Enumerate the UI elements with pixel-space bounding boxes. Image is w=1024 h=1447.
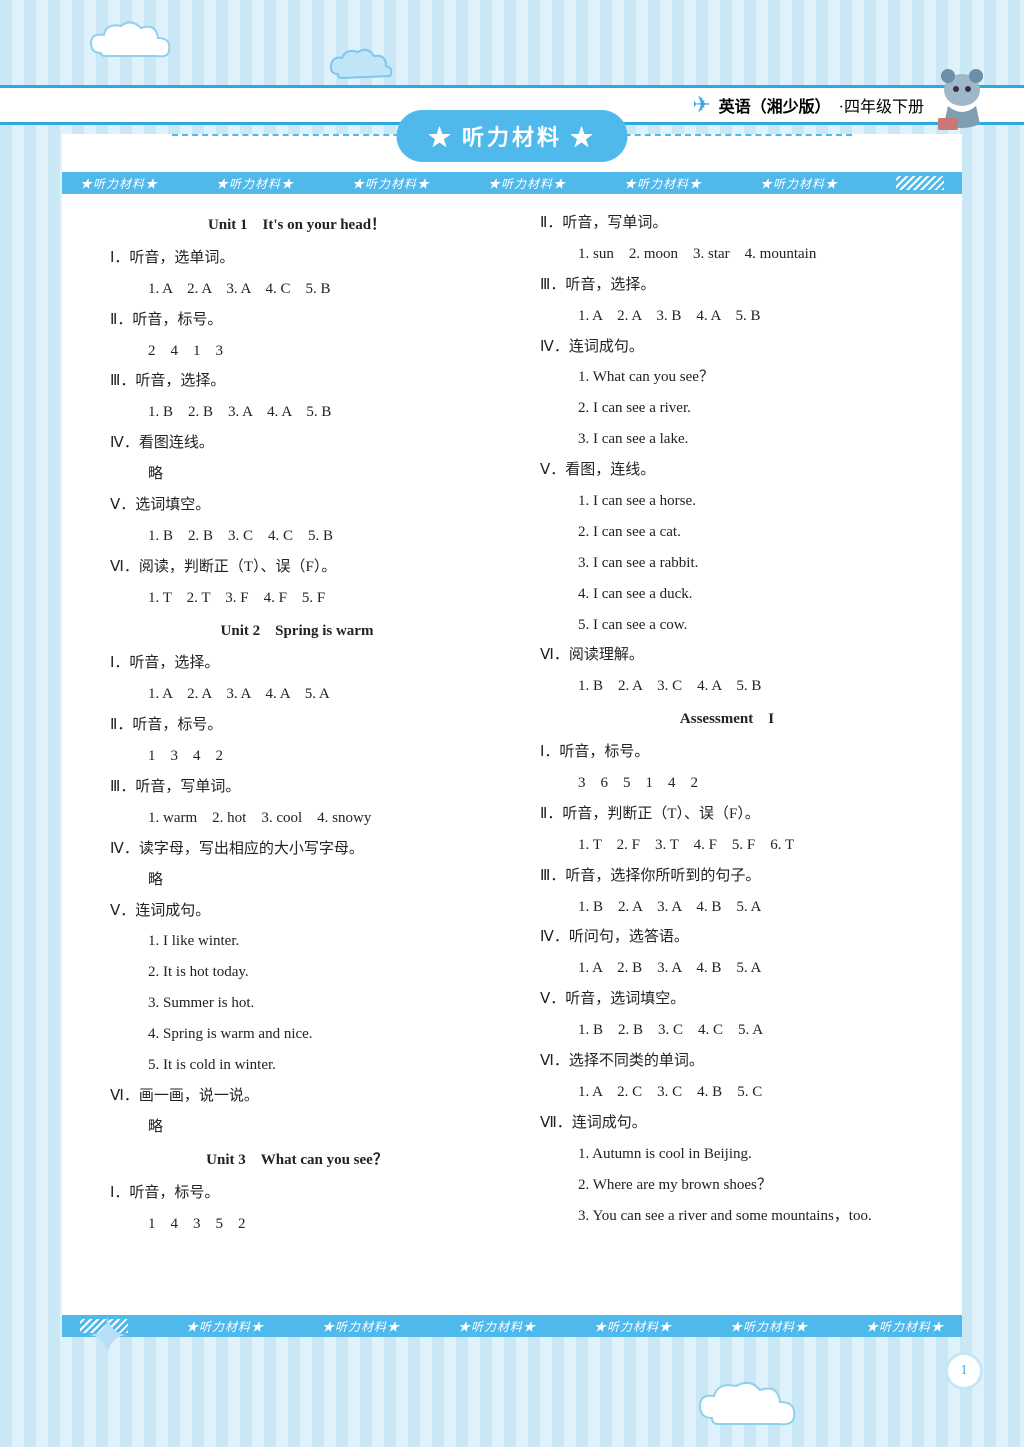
answers: 1. warm 2. hot 3. cool 4. snowy [102,803,492,834]
cloud-decoration [326,44,398,93]
section-label: Ⅲ．听音，选择。 [102,366,492,397]
sentence: 1. What can you see？ [532,362,922,393]
cloud-decoration [694,1378,804,1439]
sentence: 3. Summer is hot. [102,988,492,1019]
sentence: 2. I can see a river. [532,393,922,424]
mascot-icon [930,62,994,137]
section-label: Ⅳ．看图连线。 [102,428,492,459]
section-label: Ⅵ．画一画，说一说。 [102,1081,492,1112]
sentence: 3. I can see a rabbit. [532,548,922,579]
footer-bar: ★听力材料★ ★听力材料★ ★听力材料★ ★听力材料★ ★听力材料★ ★听力材料… [62,1315,962,1337]
section-label: Ⅰ．听音，选单词。 [102,243,492,274]
hatch-decoration [896,176,944,190]
section-label: Ⅴ．听音，选词填空。 [532,984,922,1015]
page-content: ★ 听力材料 ★ ★听力材料★ ★听力材料★ ★听力材料★ ★听力材料★ ★听力… [62,134,962,1337]
section-label: Ⅴ．连词成句。 [102,896,492,927]
section-label: Ⅰ．听音，标号。 [532,737,922,768]
section-label: Ⅴ．选词填空。 [102,490,492,521]
answers: 1. sun 2. moon 3. star 4. mountain [532,239,922,270]
answers: 3 6 5 1 4 2 [532,768,922,799]
sentence: 5. It is cold in winter. [102,1050,492,1081]
answers: 1. B 2. B 3. C 4. C 5. A [532,1015,922,1046]
cloud-decoration [86,18,176,73]
sentence: 2. I can see a cat. [532,517,922,548]
sentence: 4. I can see a duck. [532,579,922,610]
answers: 1. T 2. F 3. T 4. F 5. F 6. T [532,830,922,861]
bar-label: ★听力材料★ [80,175,158,192]
answers: 略 [102,865,492,896]
answers: 1. B 2. A 3. C 4. A 5. B [532,671,922,702]
bar-label: ★听力材料★ [624,175,702,192]
answers: 1. A 2. A 3. B 4. A 5. B [532,301,922,332]
section-label: Ⅳ．读字母，写出相应的大小写字母。 [102,834,492,865]
answers: 2 4 1 3 [102,336,492,367]
answers: 1. B 2. A 3. A 4. B 5. A [532,892,922,923]
section-label: Ⅰ．听音，选择。 [102,648,492,679]
answers: 1. B 2. B 3. C 4. C 5. B [102,521,492,552]
sentence: 3. You can see a river and some mountain… [532,1201,922,1232]
bar-label: ★听力材料★ [216,175,294,192]
section-label: Ⅵ．阅读理解。 [532,640,922,671]
header-bar: ★听力材料★ ★听力材料★ ★听力材料★ ★听力材料★ ★听力材料★ ★听力材料… [62,172,962,194]
bar-label: ★听力材料★ [458,1318,536,1335]
section-label: Ⅲ．听音，选择。 [532,270,922,301]
unit-heading: Unit 1 It's on your head！ [102,210,492,241]
section-label: Ⅵ．阅读，判断正（T）、误（F）。 [102,552,492,583]
book-subtitle: ·四年级下册 [839,93,924,117]
section-label: Ⅱ．听音，判断正（T）、误（F）。 [532,799,922,830]
paper-plane-icon: ✈ [692,92,710,118]
answers: 1. A 2. C 3. C 4. B 5. C [532,1077,922,1108]
section-label: Ⅲ．听音，写单词。 [102,772,492,803]
section-label: Ⅳ．连词成句。 [532,332,922,363]
sentence: 5. I can see a cow. [532,610,922,641]
bar-label: ★听力材料★ [594,1318,672,1335]
book-title: 英语（湘少版） [719,93,831,117]
bar-label: ★听力材料★ [866,1318,944,1335]
right-column: Ⅱ．听音，写单词。 1. sun 2. moon 3. star 4. moun… [532,208,922,1315]
bar-label: ★听力材料★ [488,175,566,192]
section-label: Ⅶ．连词成句。 [532,1108,922,1139]
section-label: Ⅲ．听音，选择你所听到的句子。 [532,861,922,892]
bar-label: ★听力材料★ [760,175,838,192]
answers: 1 3 4 2 [102,741,492,772]
section-label: Ⅳ．听问句，选答语。 [532,922,922,953]
section-label: Ⅱ．听音，标号。 [102,305,492,336]
answers: 略 [102,1112,492,1143]
sentence: 3. I can see a lake. [532,424,922,455]
section-title-badge: ★ 听力材料 ★ [396,110,627,162]
section-label: Ⅱ．听音，写单词。 [532,208,922,239]
answers: 1. A 2. A 3. A 4. A 5. A [102,679,492,710]
sentence: 1. Autumn is cool in Beijing. [532,1139,922,1170]
header-right: ✈ 英语（湘少版） ·四年级下册 [692,92,924,118]
page-number: 1 [948,1355,980,1387]
section-label: Ⅵ．选择不同类的单词。 [532,1046,922,1077]
unit-heading: Unit 2 Spring is warm [102,616,492,647]
sentence: 1. I like winter. [102,926,492,957]
unit-heading: Assessment I [532,704,922,735]
bar-label: ★听力材料★ [186,1318,264,1335]
section-label: Ⅰ．听音，标号。 [102,1178,492,1209]
sentence: 1. I can see a horse. [532,486,922,517]
unit-heading: Unit 3 What can you see？ [102,1145,492,1176]
section-label: Ⅴ．看图，连线。 [532,455,922,486]
answers: 1. T 2. T 3. F 4. F 5. F [102,583,492,614]
answers: 略 [102,459,492,490]
sentence: 2. Where are my brown shoes？ [532,1170,922,1201]
left-column: Unit 1 It's on your head！ Ⅰ．听音，选单词。 1. A… [102,208,492,1315]
answers: 1. A 2. A 3. A 4. C 5. B [102,274,492,305]
sentence: 2. It is hot today. [102,957,492,988]
sentence: 4. Spring is warm and nice. [102,1019,492,1050]
bar-label: ★听力材料★ [730,1318,808,1335]
section-label: Ⅱ．听音，标号。 [102,710,492,741]
star-decoration: ✦ [86,1307,130,1367]
bar-label: ★听力材料★ [352,175,430,192]
answers: 1. B 2. B 3. A 4. A 5. B [102,397,492,428]
answers: 1. A 2. B 3. A 4. B 5. A [532,953,922,984]
two-columns: Unit 1 It's on your head！ Ⅰ．听音，选单词。 1. A… [102,208,922,1315]
bar-label: ★听力材料★ [322,1318,400,1335]
answers: 1 4 3 5 2 [102,1209,492,1240]
